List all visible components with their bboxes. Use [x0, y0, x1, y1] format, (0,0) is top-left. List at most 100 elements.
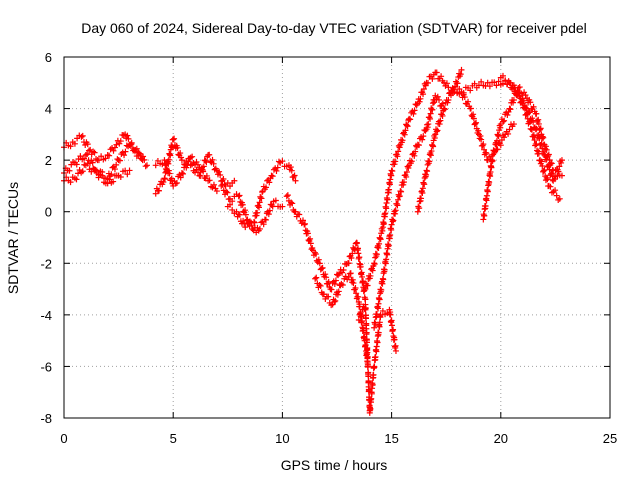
data-point: [454, 90, 461, 97]
interp-point: [465, 98, 472, 105]
interp-point: [460, 89, 467, 96]
interp-point: [495, 133, 502, 140]
interp-point: [540, 134, 547, 141]
interp-point: [385, 186, 392, 193]
interp-point: [224, 189, 231, 196]
interp-point: [378, 286, 385, 293]
interp-point: [388, 322, 395, 329]
interp-point: [544, 176, 551, 183]
y-tick-label: 2: [45, 153, 52, 168]
interp-point: [288, 199, 295, 206]
interp-point: [345, 260, 352, 267]
interp-point: [552, 187, 559, 194]
y-tick-label: 0: [45, 205, 52, 220]
interp-point: [505, 130, 512, 137]
interp-point: [533, 147, 540, 154]
interp-point: [390, 326, 397, 333]
data-point: [510, 121, 517, 128]
interp-point: [220, 175, 227, 182]
interp-point: [177, 150, 184, 157]
interp-point: [421, 181, 428, 188]
interp-point: [473, 119, 480, 126]
interp-point: [355, 245, 361, 252]
interp-point: [85, 147, 92, 154]
data-point: [178, 170, 185, 177]
interp-point: [387, 311, 394, 318]
data-point: [170, 136, 177, 143]
interp-point: [274, 164, 281, 171]
interp-point: [132, 146, 139, 153]
interp-point: [266, 179, 273, 186]
interp-point: [356, 254, 363, 261]
interp-point: [373, 311, 380, 318]
data-point: [371, 324, 378, 331]
interp-point: [471, 80, 478, 87]
interp-point: [486, 179, 493, 186]
interp-point: [365, 378, 372, 385]
interp-point: [392, 207, 399, 214]
interp-point: [347, 270, 354, 277]
interp-point: [279, 158, 286, 165]
interp-point: [124, 171, 131, 178]
interp-point: [334, 291, 341, 298]
interp-point: [368, 395, 375, 402]
interp-point: [382, 210, 389, 217]
y-tick-label: -2: [40, 256, 52, 271]
data-point: [152, 162, 159, 169]
interp-point: [467, 105, 474, 112]
interp-point: [428, 148, 435, 155]
data-point: [143, 162, 150, 169]
interp-point: [332, 297, 339, 304]
interp-point: [203, 159, 210, 166]
interp-point: [516, 84, 523, 91]
interp-point: [71, 140, 78, 147]
interp-point: [111, 166, 118, 173]
interp-point: [419, 185, 426, 192]
interp-point: [470, 111, 477, 118]
data-point: [283, 193, 290, 200]
interp-point: [535, 132, 542, 139]
interp-point: [206, 151, 213, 158]
interp-point: [412, 148, 419, 155]
interp-point: [106, 152, 113, 159]
interp-point: [547, 183, 554, 190]
interp-point: [489, 157, 496, 164]
interp-point: [122, 148, 129, 155]
interp-point: [380, 276, 387, 283]
interp-point: [172, 180, 179, 187]
data-point: [152, 190, 159, 197]
interp-point: [177, 174, 184, 181]
interp-point: [433, 128, 440, 135]
interp-point: [340, 267, 347, 274]
interp-point: [304, 230, 311, 237]
interp-point: [493, 137, 500, 144]
interp-point: [539, 145, 546, 152]
interp-point: [404, 123, 411, 130]
interp-point: [248, 219, 255, 226]
interp-point: [77, 153, 84, 160]
interp-point: [395, 142, 402, 149]
interp-point: [556, 163, 563, 170]
interp-point: [394, 153, 401, 160]
interp-point: [376, 296, 383, 303]
interp-point: [335, 288, 342, 295]
interp-point: [142, 163, 149, 170]
interp-point: [395, 196, 402, 203]
interp-point: [136, 150, 143, 157]
interp-point: [510, 99, 517, 106]
data-point: [113, 141, 120, 148]
interp-point: [223, 188, 230, 195]
data-point: [242, 224, 249, 231]
y-axis-label: SDTVAR / TECUs: [5, 182, 21, 294]
interp-point: [210, 160, 217, 167]
interp-point: [429, 75, 436, 82]
interp-point: [289, 200, 296, 207]
data-point: [355, 317, 362, 324]
interp-point: [161, 176, 168, 183]
interp-point: [173, 179, 180, 186]
interp-point: [396, 144, 403, 151]
interp-point: [445, 84, 452, 91]
interp-point: [331, 298, 338, 305]
series-satellite-arc-11: [362, 66, 465, 293]
